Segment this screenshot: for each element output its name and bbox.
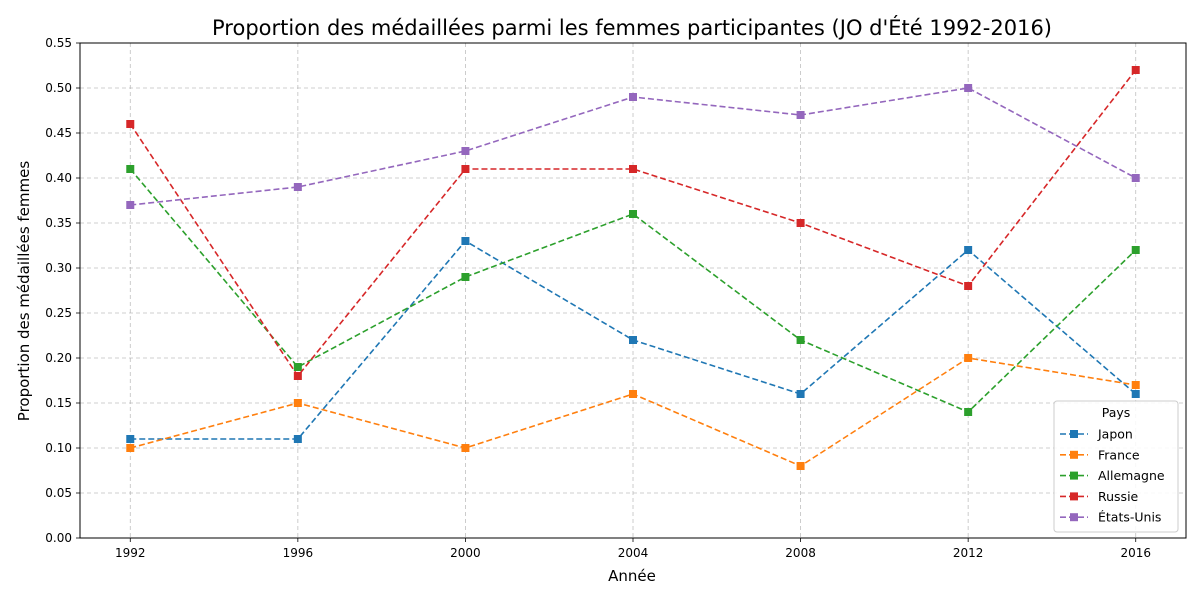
legend-marker [1070,513,1078,522]
data-point [461,165,470,173]
data-point [964,408,973,416]
legend-title: Pays [1102,405,1131,420]
y-tick-label: 0.35 [45,216,72,230]
legend-label: Russie [1098,489,1139,504]
x-tick-label: 1996 [283,546,314,560]
data-point [126,165,135,173]
data-point [293,183,302,191]
data-point [629,93,637,101]
y-tick-label: 0.45 [45,126,72,140]
data-point [461,237,470,245]
plot-frame [79,42,1187,539]
data-point [1131,246,1140,254]
x-tick-label: 2016 [1120,546,1151,560]
data-point [796,390,805,398]
data-point [461,147,470,155]
legend-marker [1070,450,1078,459]
y-tick-label: 0.15 [45,396,72,410]
data-point [126,435,135,443]
data-point [126,120,135,128]
y-tick-label: 0.05 [45,486,72,500]
y-tick-label: 0.20 [45,351,72,365]
x-axis-title: Année [608,567,656,585]
y-tick-label: 0.00 [45,531,72,545]
data-point [293,372,302,380]
x-tick-label: 2012 [953,546,984,560]
y-tick-label: 0.30 [45,261,72,275]
data-point [964,246,973,254]
legend-label: Japon [1097,427,1133,442]
data-point [796,462,805,470]
data-point [461,273,470,281]
data-point [629,390,637,398]
data-point [796,219,805,227]
data-point [126,201,135,209]
y-tick-label: 0.55 [45,36,72,50]
data-point [964,282,973,290]
data-point [1131,174,1140,182]
data-point [461,444,470,452]
data-point [293,435,302,443]
y-tick-label: 0.10 [45,441,72,455]
data-point [796,111,805,119]
x-tick-label: 1992 [115,546,146,560]
data-point [1131,381,1140,389]
legend-label: France [1098,447,1140,462]
legend-marker [1070,430,1078,438]
x-tick-label: 2004 [618,546,649,560]
data-point [964,354,973,362]
x-tick-label: 2000 [450,546,481,560]
series-lines [126,66,1140,470]
legend: Pays Japon France Allemagne Russie États-Unis [1053,400,1179,533]
chart-title: Proportion des médaillées parmi les femm… [212,15,1052,40]
axes: 1992 1996 2000 2004 2008 2012 2016 0.00 0.05 0.10… [45,36,1187,560]
data-point [629,210,637,218]
data-point [796,336,805,344]
data-point [629,165,637,173]
y-axis-title: Proportion des médaillées femmes [15,161,33,422]
legend-marker [1070,492,1078,501]
data-point [964,84,973,92]
data-point [1131,390,1140,398]
legend-marker [1070,471,1078,480]
data-point [126,444,135,452]
legend-label: États-Unis [1098,510,1161,525]
data-point [293,399,302,407]
y-tick-label: 0.25 [45,306,72,320]
y-tick-label: 0.40 [45,171,72,185]
y-tick-label: 0.50 [45,81,72,95]
data-point [293,363,302,371]
x-tick-label: 2008 [785,546,816,560]
data-point [1131,66,1140,74]
data-point [629,336,637,344]
legend-box [1053,400,1179,533]
legend-label: Allemagne [1098,468,1165,483]
